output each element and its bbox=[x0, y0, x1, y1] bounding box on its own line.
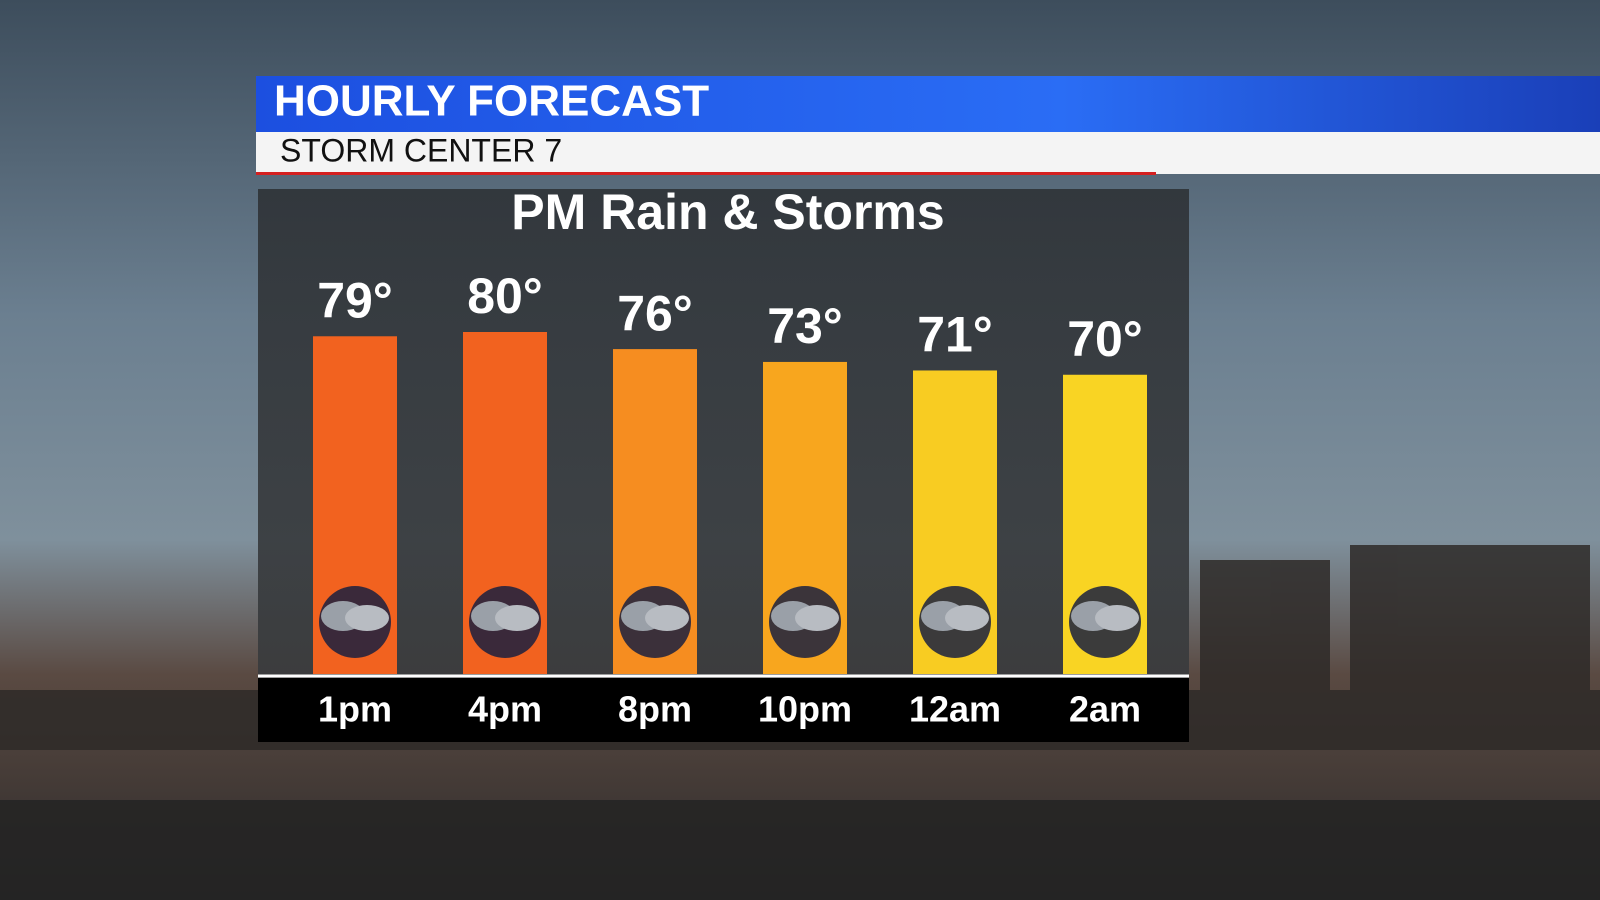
weather-icon bbox=[919, 586, 991, 658]
subheader-band bbox=[256, 132, 1600, 174]
value-label: 70° bbox=[1067, 311, 1143, 367]
value-label: 76° bbox=[617, 285, 693, 341]
value-label: 80° bbox=[467, 268, 543, 324]
header-title: HOURLY FORECAST bbox=[274, 77, 709, 126]
icon-part bbox=[345, 605, 389, 631]
weather-icon bbox=[469, 586, 541, 658]
value-label: 79° bbox=[317, 272, 393, 328]
icon-part bbox=[645, 605, 689, 631]
icon-part bbox=[795, 605, 839, 631]
x-tick-label: 8pm bbox=[618, 689, 692, 730]
label-band bbox=[258, 678, 1189, 742]
x-tick-label: 4pm bbox=[468, 689, 542, 730]
header-subtitle: STORM CENTER 7 bbox=[280, 132, 562, 168]
chart-panel bbox=[258, 189, 1189, 742]
x-tick-label: 12am bbox=[909, 689, 1001, 730]
x-tick-label: 2am bbox=[1069, 689, 1141, 730]
icon-part bbox=[945, 605, 989, 631]
weather-icon bbox=[1069, 586, 1141, 658]
value-label: 71° bbox=[917, 307, 993, 363]
value-label: 73° bbox=[767, 298, 843, 354]
icon-part bbox=[495, 605, 539, 631]
chart-title: PM Rain & Storms bbox=[511, 184, 944, 240]
x-tick-label: 10pm bbox=[758, 689, 852, 730]
icon-part bbox=[1095, 605, 1139, 631]
header-band bbox=[256, 76, 1600, 132]
x-tick-label: 1pm bbox=[318, 689, 392, 730]
weather-icon bbox=[319, 586, 391, 658]
red-rule bbox=[256, 172, 1156, 175]
weather-icon bbox=[769, 586, 841, 658]
weather-icon bbox=[619, 586, 691, 658]
